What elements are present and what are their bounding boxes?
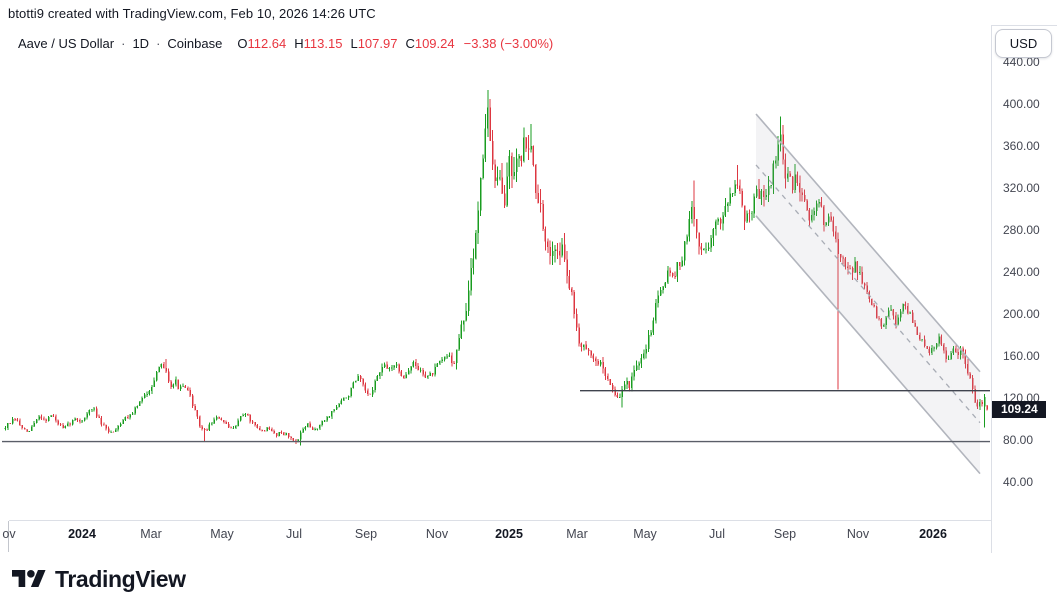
price-scale[interactable]: 109.24 440.00 400.00 360.00 320.00 280.00 240… bbox=[992, 25, 1057, 520]
price-tick-label: 200.00 bbox=[1003, 307, 1040, 321]
time-axis-month-label: Sep bbox=[773, 527, 797, 541]
currency-toggle-button[interactable]: USD bbox=[995, 29, 1052, 58]
time-scale[interactable]: ov 2024 Mar May Jul Sep Nov 2025 Mar May Jul Sep Nov… bbox=[0, 521, 991, 553]
snapshot-attribution: btotti9 created with TradingView.com, Fe… bbox=[8, 6, 376, 21]
time-axis-year-label: 2025 bbox=[495, 527, 523, 541]
axis-top-border bbox=[991, 25, 1057, 26]
ohlc-high: H113.15 bbox=[294, 36, 343, 51]
price-tick-label: 80.00 bbox=[1003, 433, 1034, 447]
price-tick-label: 440.00 bbox=[1003, 55, 1040, 69]
ohlc-low: L107.97 bbox=[350, 36, 398, 51]
time-axis-left-tick bbox=[8, 521, 9, 552]
legend-separator: · bbox=[121, 36, 126, 51]
parallel-channel-drawing[interactable] bbox=[755, 113, 981, 475]
symbol-legend: Aave / US Dollar · 1D · Coinbase O112.64… bbox=[18, 36, 553, 51]
price-tick-label: 40.00 bbox=[1003, 475, 1034, 489]
price-tick-label: 240.00 bbox=[1003, 265, 1040, 279]
time-axis-border bbox=[9, 520, 991, 521]
ohlc-open: O112.64 bbox=[237, 36, 287, 51]
time-axis-month-label: ov bbox=[2, 527, 16, 541]
time-axis-month-label: Jul bbox=[286, 527, 302, 541]
time-axis-month-label: Sep bbox=[354, 527, 378, 541]
price-tick-label: 160.00 bbox=[1003, 349, 1040, 363]
price-change: −3.38 (−3.00%) bbox=[463, 36, 554, 51]
ohlc-close: C109.24 bbox=[405, 36, 455, 51]
time-axis-month-label: Jul bbox=[709, 527, 725, 541]
time-axis-month-label: Mar bbox=[140, 527, 162, 541]
time-axis-month-label: May bbox=[633, 527, 657, 541]
time-axis-month-label: Mar bbox=[566, 527, 588, 541]
time-axis-month-label: Nov bbox=[425, 527, 449, 541]
price-tick-label: 320.00 bbox=[1003, 181, 1040, 195]
legend-separator: · bbox=[156, 36, 161, 51]
exchange-label[interactable]: Coinbase bbox=[167, 36, 223, 51]
price-tick-label: 280.00 bbox=[1003, 223, 1040, 237]
time-axis-year-label: 2026 bbox=[919, 527, 947, 541]
last-price-label: 109.24 bbox=[992, 400, 1046, 418]
tradingview-logo-text: TradingView bbox=[55, 566, 186, 592]
price-tick-label: 360.00 bbox=[1003, 139, 1040, 153]
tradingview-logo-icon bbox=[12, 570, 46, 588]
symbol-title[interactable]: Aave / US Dollar bbox=[18, 36, 115, 51]
tradingview-logo-link[interactable]: TradingView bbox=[12, 566, 186, 593]
time-axis-month-label: May bbox=[210, 527, 234, 541]
time-axis-month-label: Nov bbox=[846, 527, 870, 541]
price-tick-label: 400.00 bbox=[1003, 97, 1040, 111]
price-axis-border bbox=[991, 25, 992, 553]
interval-label[interactable]: 1D bbox=[132, 36, 150, 51]
time-axis-year-label: 2024 bbox=[68, 527, 96, 541]
